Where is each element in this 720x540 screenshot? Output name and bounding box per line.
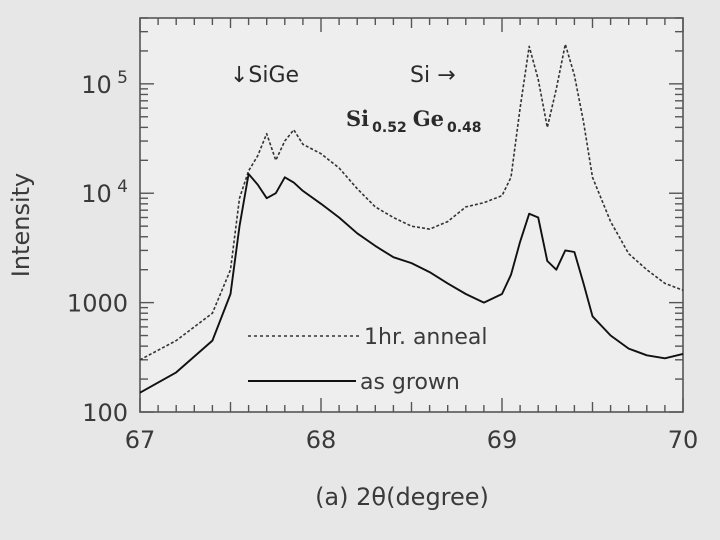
axis-ticks bbox=[139, 17, 684, 413]
legend-label-anneal: 1hr. anneal bbox=[364, 325, 487, 350]
y-tick-label: 10 5 bbox=[81, 68, 128, 99]
y-tick-label: 1000 bbox=[67, 290, 128, 318]
series-line-grown bbox=[139, 173, 684, 394]
x-tick-label: 69 bbox=[487, 426, 518, 454]
x-tick-label: 70 bbox=[668, 426, 699, 454]
annotation-si: Si → bbox=[410, 63, 456, 88]
composition-si: Si bbox=[346, 106, 369, 131]
plot-area bbox=[139, 17, 684, 413]
x-axis-title: (a) 2θ(degree) bbox=[315, 483, 489, 511]
y-tick-label: 100 bbox=[82, 399, 128, 427]
series-line-anneal bbox=[139, 43, 684, 361]
composition-si-sub: 0.52 bbox=[372, 120, 407, 136]
y-tick-label-exponent: 4 bbox=[112, 177, 128, 197]
annotation-sige: ↓SiGe bbox=[230, 63, 299, 88]
x-tick-label: 68 bbox=[306, 426, 337, 454]
composition-label: Si 0.52 Ge 0.48 bbox=[346, 106, 482, 136]
legend-label-grown: as grown bbox=[360, 370, 460, 395]
series-layer bbox=[139, 43, 684, 394]
composition-ge: Ge bbox=[413, 106, 444, 131]
plot-frame bbox=[139, 17, 684, 413]
y-tick-label: 10 4 bbox=[81, 177, 128, 208]
y-tick-label-base: 10 bbox=[81, 180, 112, 208]
x-tick-label: 67 bbox=[125, 426, 156, 454]
y-tick-label-base: 10 bbox=[81, 71, 112, 99]
composition-ge-sub: 0.48 bbox=[447, 120, 482, 136]
y-tick-label-exponent: 5 bbox=[112, 68, 128, 88]
y-axis-title: Intensity bbox=[7, 173, 35, 277]
legend: 1hr. anneal as grown bbox=[248, 325, 487, 395]
